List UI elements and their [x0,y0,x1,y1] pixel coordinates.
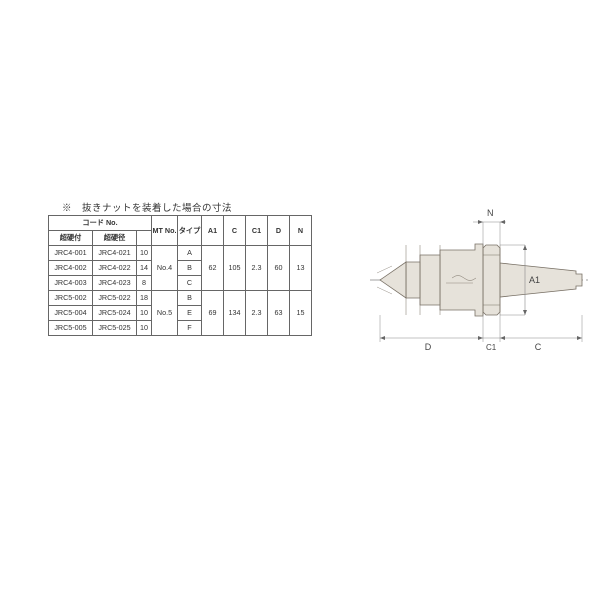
cell: 134 [224,291,246,336]
cell: B [178,291,202,306]
cell: 8 [137,276,152,291]
cell: 60 [268,246,290,291]
cell: JRC4-021 [93,246,137,261]
cell: JRC5-002 [49,291,93,306]
col-type: タイプ [178,216,202,246]
cell: A [178,246,202,261]
cell: 15 [290,291,312,336]
cell: 10 [137,321,152,336]
cell: B [178,261,202,276]
col-code1: 超硬付 [49,231,93,246]
svg-text:D: D [425,342,432,352]
col-c1: C1 [246,216,268,246]
spec-table: コード No. MT No. タイプ A1 C C1 D N 超硬付 超硬径 J… [48,215,312,336]
cell: JRC4-022 [93,261,137,276]
cell: F [178,321,202,336]
col-mt: MT No. [152,216,178,246]
cell: 105 [224,246,246,291]
cell: 63 [268,291,290,336]
col-code2: 超硬径 [93,231,137,246]
cell: 14 [137,261,152,276]
col-code-group: コード No. [49,216,152,231]
cell: 69 [202,291,224,336]
col-c: C [224,216,246,246]
cell: E [178,306,202,321]
cell: JRC4-002 [49,261,93,276]
cell: C [178,276,202,291]
cell: JRC5-005 [49,321,93,336]
cell: JRC5-004 [49,306,93,321]
cell: JRC4-023 [93,276,137,291]
cell: 62 [202,246,224,291]
cell: 10 [137,306,152,321]
svg-text:N: N [487,208,494,218]
svg-text:A1: A1 [529,275,540,285]
cell: 2.3 [246,246,268,291]
svg-text:C: C [535,342,542,352]
cell: JRC4-001 [49,246,93,261]
cell: 18 [137,291,152,306]
col-a1: A1 [202,216,224,246]
table-title: ※ 抜きナットを装着した場合の寸法 [62,200,232,214]
cell: JRC5-025 [93,321,137,336]
cell: 13 [290,246,312,291]
technical-drawing: N A1 D C1 C [320,170,590,370]
table-row: JRC5-002 JRC5-022 18 No.5 B 69 134 2.3 6… [49,291,312,306]
col-d: D [268,216,290,246]
table-row: JRC4-001 JRC4-021 10 No.4 A 62 105 2.3 6… [49,246,312,261]
cell: JRC4-003 [49,276,93,291]
cell: 2.3 [246,291,268,336]
cell: No.5 [152,291,178,336]
svg-text:C1: C1 [486,343,497,352]
page: ※ 抜きナットを装着した場合の寸法 コード No. MT No. タイプ A1 … [0,0,600,600]
col-code-num [137,231,152,246]
col-n: N [290,216,312,246]
cell: JRC5-024 [93,306,137,321]
cell: JRC5-022 [93,291,137,306]
cell: 10 [137,246,152,261]
cell: No.4 [152,246,178,291]
